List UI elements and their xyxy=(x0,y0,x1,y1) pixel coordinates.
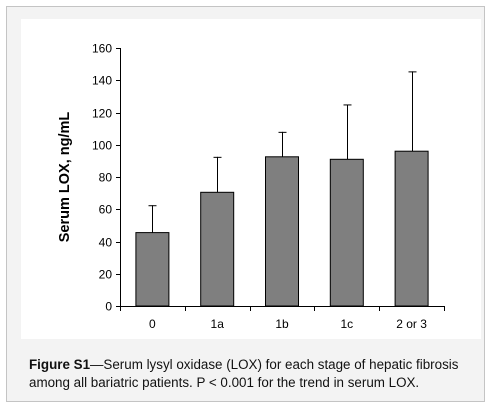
y-tick-label: 60 xyxy=(99,203,113,217)
caption-lead: Figure S1 xyxy=(29,357,91,372)
bar xyxy=(394,150,429,307)
y-tick-label: 80 xyxy=(99,171,113,185)
x-tick-labels: 0 1a 1b 1c 2 or 3 xyxy=(149,317,427,331)
y-tick-labels: 0 20 40 60 80 100 120 140 160 xyxy=(92,42,112,314)
x-tick-label: 1c xyxy=(340,317,353,331)
y-tick-label: 20 xyxy=(99,268,113,282)
x-tick-label: 1a xyxy=(211,317,225,331)
figure-frame: 0 20 40 60 80 100 120 140 160 0 1a 1b 1c 2 or 3 Seru… xyxy=(6,6,485,402)
y-tick-label: 160 xyxy=(92,42,112,56)
bar xyxy=(200,191,235,307)
bar-chart: 0 20 40 60 80 100 120 140 160 0 1a 1b 1c 2 or 3 Seru… xyxy=(57,42,445,331)
y-tick-label: 40 xyxy=(99,236,113,250)
bar xyxy=(329,158,364,307)
y-tick-label: 120 xyxy=(92,107,112,121)
y-tick-label: 140 xyxy=(92,74,112,88)
y-tick-label: 0 xyxy=(105,300,112,314)
caption-text: —Serum lysyl oxidase (LOX) for each stag… xyxy=(29,357,459,390)
x-tick-label: 2 or 3 xyxy=(396,317,427,331)
axes xyxy=(116,48,445,311)
bars xyxy=(135,150,429,307)
y-axis-title: Serum LOX, ng/mL xyxy=(57,112,73,243)
bar xyxy=(135,232,170,307)
y-tick-label: 100 xyxy=(92,139,112,153)
bar xyxy=(265,156,299,307)
figure-caption: Figure S1—Serum lysyl oxidase (LOX) for … xyxy=(29,356,484,392)
error-bars xyxy=(148,71,417,233)
x-tick-label: 0 xyxy=(149,317,156,331)
x-tick-label: 1b xyxy=(275,317,289,331)
plot-area: 0 20 40 60 80 100 120 140 160 0 1a 1b 1c 2 or 3 Seru… xyxy=(21,19,481,339)
